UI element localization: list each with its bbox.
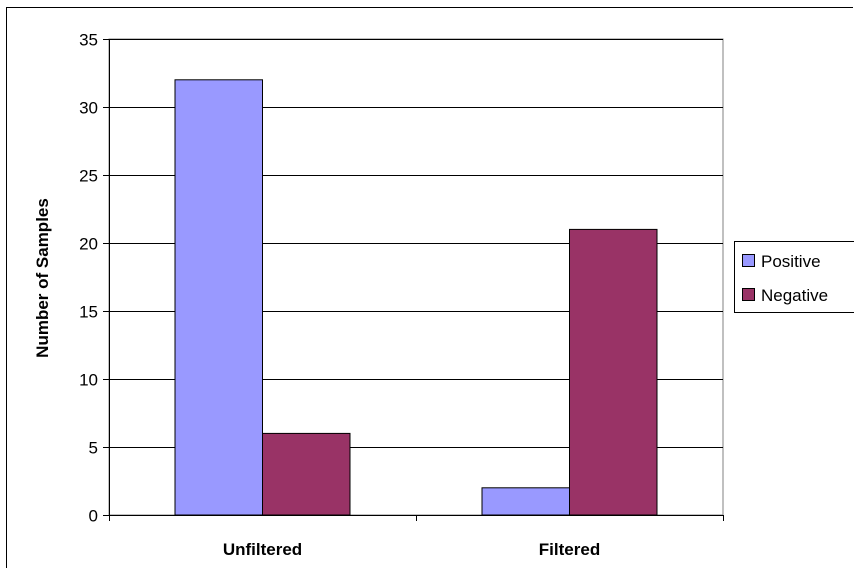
bar-positive-unfiltered: [174, 79, 263, 516]
legend-swatch-positive: [742, 254, 755, 267]
y-tick-label: 0: [89, 507, 98, 526]
y-tick-label: 20: [79, 235, 98, 254]
legend-label-negative: Negative: [761, 286, 828, 305]
y-tick-label: 10: [79, 371, 98, 390]
x-ticks: Unfiltered Filtered: [109, 515, 724, 559]
bars: [174, 79, 658, 516]
x-category-label: Unfiltered: [223, 540, 302, 559]
chart-frame: [6, 7, 853, 568]
y-tick-label: 30: [79, 99, 98, 118]
y-tick-label: 5: [89, 439, 98, 458]
legend: Positive Negative: [734, 241, 854, 313]
x-category-label: Filtered: [539, 540, 600, 559]
y-tick-label: 35: [79, 31, 98, 50]
bar-positive-filtered: [481, 487, 570, 516]
bar-negative-unfiltered: [262, 432, 351, 516]
y-tick-label: 25: [79, 167, 98, 186]
legend-swatch-negative: [742, 288, 755, 301]
bar-negative-filtered: [569, 228, 658, 516]
y-axis-title: Number of Samples: [33, 198, 52, 358]
y-ticks: 0 5 10 15 20 25 30 35: [79, 31, 109, 526]
legend-label-positive: Positive: [761, 252, 821, 271]
y-tick-label: 15: [79, 303, 98, 322]
